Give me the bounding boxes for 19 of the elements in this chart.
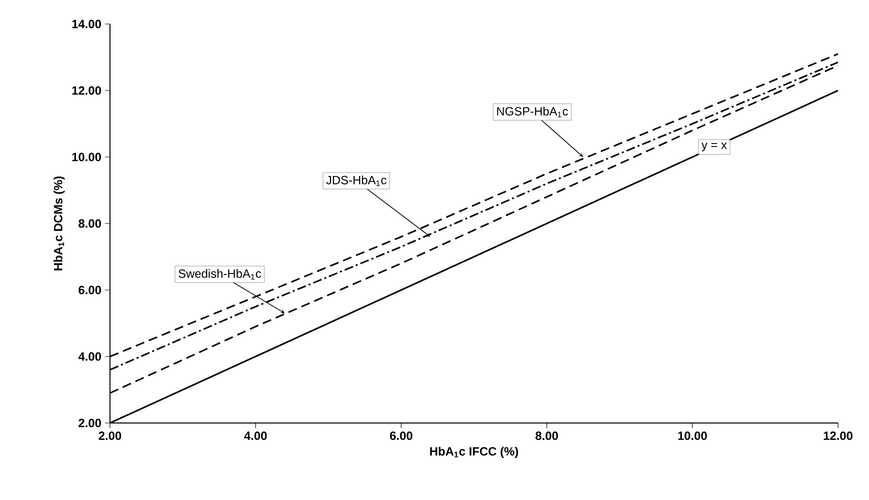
annotation: NGSP-HbA$_{1}$c xyxy=(497,106,568,118)
annotation: Swedish-HbA$_{1}$c xyxy=(178,269,262,280)
y-tick-label: 8.00 xyxy=(78,219,101,228)
x-tick-label: 8.00 xyxy=(536,432,558,440)
x-tick-label: 6.00 xyxy=(390,432,412,440)
annotation: y = x xyxy=(701,142,727,152)
x-tick-label: 12.00 xyxy=(824,432,852,440)
y-tick-label: 6.00 xyxy=(78,286,101,294)
y-tick-label: 14.00 xyxy=(72,20,101,28)
y-tick-label: 4.00 xyxy=(78,352,101,361)
annotation: JDS-HbA$_{1}$c xyxy=(326,176,386,186)
x-tick-label: 10.00 xyxy=(678,432,707,440)
y-tick-label: 12.00 xyxy=(72,86,101,95)
y-axis-title: HbA$_{1}$c DCMs (%) xyxy=(54,176,65,270)
y-tick-label: 10.00 xyxy=(72,152,101,162)
x-tick-label: 2.00 xyxy=(98,432,122,440)
x-axis-title: HbA$_{1}$c IFCC (%) xyxy=(430,446,518,458)
y-tick-label: 2.00 xyxy=(78,418,101,428)
x-tick-label: 4.00 xyxy=(244,432,267,440)
